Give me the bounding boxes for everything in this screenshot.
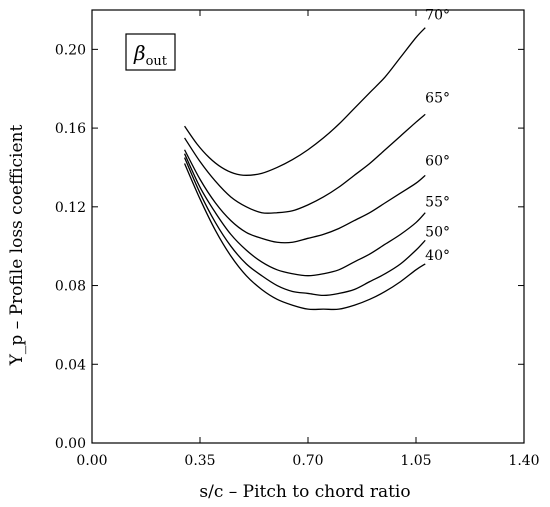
series-label: 40° [425,248,450,264]
y-axis-title: Y_p – Profile loss coefficient [7,125,27,367]
x-tick-label: 0.00 [76,453,107,469]
series-label: 50° [425,224,450,240]
x-tick-label: 1.05 [400,453,431,469]
series-label: 55° [425,195,450,211]
x-tick-label: 0.35 [184,453,215,469]
y-tick-label: 0.00 [55,436,86,452]
curve-labels: 70° 65° 60° 55° 50° 40° [425,8,450,264]
legend-symbol: β [133,41,146,65]
series-line [183,149,426,244]
y-tick-label: 0.12 [55,200,86,216]
series-label: 60° [425,153,450,169]
series-line [183,157,426,297]
y-tick-label: 0.08 [55,279,86,295]
y-tick-label: 0.16 [55,121,86,137]
curves [183,27,426,311]
legend-box [125,33,176,71]
series-label: 70° [425,8,450,24]
legend-label: βout [133,41,168,69]
series-label: 65° [425,90,450,106]
plot-border [91,9,525,444]
series-line [183,153,426,277]
x-tick-label: 1.40 [508,453,539,469]
y-tick-label: 0.20 [55,42,86,58]
legend: βout [125,33,176,71]
legend-subscript: out [146,54,168,69]
x-tick-label: 0.70 [292,453,323,469]
axis-ticks [91,10,525,444]
x-axis-title: s/c – Pitch to chord ratio [199,482,410,502]
series-line [184,113,426,214]
y-tick-label: 0.04 [55,357,86,373]
plot-frame [91,9,525,444]
tick-labels: 0.00 0.35 0.70 1.05 1.40 0.00 0.04 0.08 0.12 0.16… [55,42,540,469]
series-line [183,163,426,311]
series-line [184,27,426,176]
